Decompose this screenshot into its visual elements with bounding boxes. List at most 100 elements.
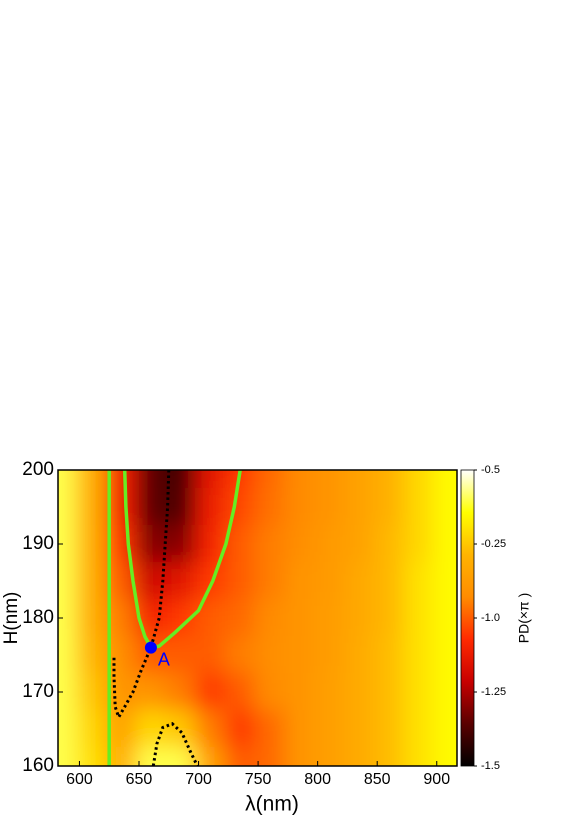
heat-cell <box>195 673 226 711</box>
heat-cell <box>403 470 435 489</box>
heat-cell <box>433 562 457 600</box>
heat-cell <box>135 525 167 563</box>
heat-cell <box>165 747 197 766</box>
heat-cell <box>433 673 457 711</box>
heat-cell <box>224 747 256 766</box>
heat-cell <box>373 599 405 637</box>
heat-cell <box>75 562 107 600</box>
heat-cell <box>135 747 167 766</box>
heat-cell <box>58 636 77 674</box>
heat-cell <box>433 599 457 637</box>
heat-cell <box>254 599 286 637</box>
heat-cell <box>373 673 405 711</box>
x-tick-label: 900 <box>423 771 450 788</box>
heat-cell <box>254 673 286 711</box>
heat-cell <box>314 562 345 600</box>
heat-cell <box>254 710 286 748</box>
heat-cell <box>403 673 435 711</box>
heat-cell <box>314 488 345 526</box>
y-tick-label: 200 <box>22 459 54 480</box>
heat-cell <box>105 747 137 766</box>
heat-cell <box>224 599 256 637</box>
heat-cell <box>195 710 226 748</box>
heat-cell <box>195 488 226 526</box>
heat-cell <box>224 636 256 674</box>
heat-cell <box>165 710 197 748</box>
heat-cell <box>135 470 167 489</box>
heatmap <box>58 470 457 766</box>
heat-cell <box>284 488 316 526</box>
heat-cell <box>314 636 345 674</box>
heat-cell <box>433 710 457 748</box>
x-axis-label: λ(nm) <box>245 793 299 816</box>
heat-cell <box>58 747 77 766</box>
heat-cell <box>284 470 316 489</box>
heat-cell <box>373 488 405 526</box>
x-tick-label: 850 <box>364 771 391 788</box>
heat-cell <box>165 525 197 563</box>
heat-cell <box>75 525 107 563</box>
heat-cell <box>75 470 107 489</box>
colorbar-tick-label: -0.5 <box>481 464 500 476</box>
heat-cell <box>135 562 167 600</box>
y-tick-label: 190 <box>22 533 54 554</box>
colorbar <box>460 469 475 767</box>
heat-cell <box>58 562 77 600</box>
heat-cell <box>343 470 375 489</box>
heat-cell <box>343 525 375 563</box>
heat-cell <box>314 747 345 766</box>
heat-cell <box>373 710 405 748</box>
heat-cell <box>373 525 405 563</box>
heat-cell <box>284 599 316 637</box>
x-tick-label: 800 <box>304 771 331 788</box>
x-tick-label: 700 <box>185 771 212 788</box>
heat-cell <box>314 673 345 711</box>
heat-cell <box>165 562 197 600</box>
heat-cell <box>254 747 286 766</box>
heat-cell <box>433 488 457 526</box>
heat-cell <box>343 710 375 748</box>
heat-cell <box>224 562 256 600</box>
heat-cell <box>254 636 286 674</box>
heat-cell <box>75 488 107 526</box>
heat-cell <box>105 470 137 489</box>
heat-cell <box>433 747 457 766</box>
heat-cell <box>314 525 345 563</box>
x-tick-label: 600 <box>66 771 93 788</box>
colorbar-tick-label: -1.0 <box>481 612 500 624</box>
heat-cell <box>343 636 375 674</box>
heat-cell <box>58 673 77 711</box>
colorbar-tick-label: -1.5 <box>481 760 500 772</box>
heat-cell <box>403 525 435 563</box>
heat-cell <box>314 470 345 489</box>
heat-cell <box>135 710 167 748</box>
heat-cell <box>284 636 316 674</box>
heat-cell <box>343 488 375 526</box>
heat-cell <box>284 710 316 748</box>
heat-cell <box>75 673 107 711</box>
heat-cell <box>343 599 375 637</box>
heat-cell <box>343 673 375 711</box>
heat-cell <box>165 488 197 526</box>
heat-cell <box>135 488 167 526</box>
heat-cell <box>75 747 107 766</box>
heat-cell <box>254 470 286 489</box>
heat-cell <box>403 636 435 674</box>
heat-cell <box>135 673 167 711</box>
heat-cell <box>343 747 375 766</box>
heat-cell <box>58 710 77 748</box>
heat-cell <box>403 747 435 766</box>
heat-cell <box>433 470 457 489</box>
heat-cell <box>195 636 226 674</box>
heat-cell <box>224 710 256 748</box>
x-tick-label: 650 <box>126 771 153 788</box>
point-marker <box>144 641 157 654</box>
annotation-label: A <box>158 649 170 669</box>
heat-cell <box>284 673 316 711</box>
heat-cell <box>58 599 77 637</box>
colorbar-label: PD(×π ) <box>516 593 532 644</box>
y-tick-label: 180 <box>22 607 54 628</box>
heat-cell <box>373 636 405 674</box>
heat-cell <box>195 562 226 600</box>
